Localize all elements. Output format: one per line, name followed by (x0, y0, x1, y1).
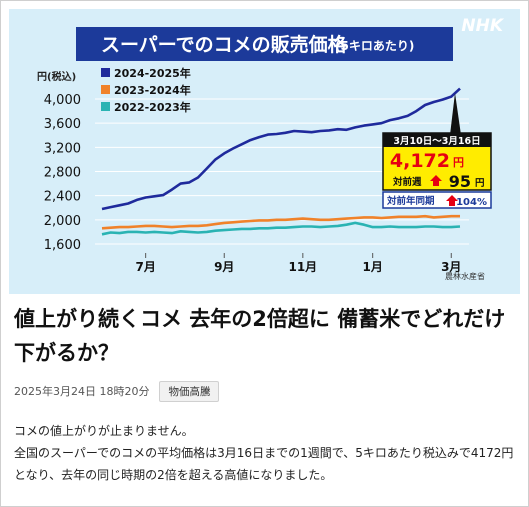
series-line-2022-2023年 (101, 221, 461, 236)
chart-title: スーパーでのコメの販売価格 (101, 33, 348, 56)
wow-up-arrow-icon (430, 175, 442, 186)
article-date: 2025年3月24日 18時20分 (14, 385, 150, 398)
legend-label-2024-2025: 2024-2025年 (114, 66, 191, 80)
x-tick-label: 1月 (363, 260, 383, 274)
legend: 2024-2025年 2023-2024年 2022-2023年 (101, 66, 191, 114)
callout-price-unit: 円 (453, 156, 464, 169)
callout-wow-unit: 円 (475, 178, 485, 189)
callout-yoy-label: 対前年同期 (386, 195, 435, 207)
price-callout: 3月10日～3月16日 4,172 円 対前週 95 円 対前年同期 104% (382, 93, 492, 209)
series-line-2024-2025年 (101, 87, 461, 211)
article-body: コメの値上がりが止まりません。 全国のスーパーでのコメの平均価格は3月16日まで… (14, 420, 519, 486)
x-tick-label: 11月 (288, 260, 317, 274)
chart-source: 農林水産省 (445, 271, 485, 281)
series-lines (101, 87, 461, 236)
callout-wow-label: 対前週 (392, 176, 422, 188)
callout-yoy-value: 104% (456, 197, 487, 208)
nhk-logo: NHK (461, 16, 504, 36)
legend-swatch-2022-2023 (101, 102, 110, 111)
callout-period: 3月10日～3月16日 (393, 136, 480, 147)
legend-label-2022-2023: 2022-2023年 (114, 100, 191, 114)
price-line-chart: スーパーでのコメの販売価格 (5キロあたり) NHK 円(税込) 1,600 2,… (9, 9, 520, 294)
callout-wow-value: 95 (449, 172, 471, 191)
series-line-2023-2024年 (101, 214, 460, 230)
y-tick-label: 2,000 (44, 214, 81, 229)
legend-swatch-2024-2025 (101, 68, 110, 77)
y-tick-label: 3,600 (44, 117, 81, 132)
chart-subtitle: (5キロあたり) (335, 39, 414, 53)
article-paragraph: コメの値上がりが止まりません。 (14, 424, 194, 438)
yoy-up-arrow-icon (446, 195, 458, 206)
y-tick-label: 3,200 (44, 141, 81, 156)
article-paragraph: 全国のスーパーでのコメの平均価格は3月16日までの1週間で、5キロあたり税込みで… (14, 446, 514, 482)
chart-title-banner (76, 27, 453, 61)
topic-tag[interactable]: 物価高騰 (159, 380, 220, 402)
y-tick-label: 1,600 (44, 238, 81, 253)
x-tick-label: 9月 (214, 260, 234, 274)
article-meta: 2025年3月24日 18時20分 物価高騰 (14, 380, 220, 402)
callout-price-number: 4,172 (390, 150, 450, 172)
y-tick-label: 2,400 (44, 190, 81, 205)
x-tick-label: 3月 (441, 260, 461, 274)
y-tick-label: 2,800 (44, 166, 81, 181)
article-headline: 値上がり続くコメ 去年の2倍超に 備蓄米でどれだけ下がるか？ (14, 307, 506, 365)
x-tick-label: 7月 (135, 260, 155, 274)
chart-figure: スーパーでのコメの販売価格 (5キロあたり) NHK 円(税込) 1,600 2,… (9, 9, 520, 294)
y-tick-label: 4,000 (44, 93, 81, 108)
callout-period-bar (383, 133, 491, 147)
legend-label-2023-2024: 2023-2024年 (114, 83, 191, 97)
y-axis-ticks: 1,600 2,000 2,400 2,800 3,200 3,600 4,000 (44, 93, 81, 253)
callout-pointer (450, 93, 461, 135)
y-axis-unit-label: 円(税込) (37, 70, 76, 83)
x-axis-ticks: 7月 9月 11月 1月 3月 (135, 253, 461, 274)
callout-yoy-box (382, 191, 492, 209)
legend-swatch-2023-2024 (101, 85, 110, 94)
